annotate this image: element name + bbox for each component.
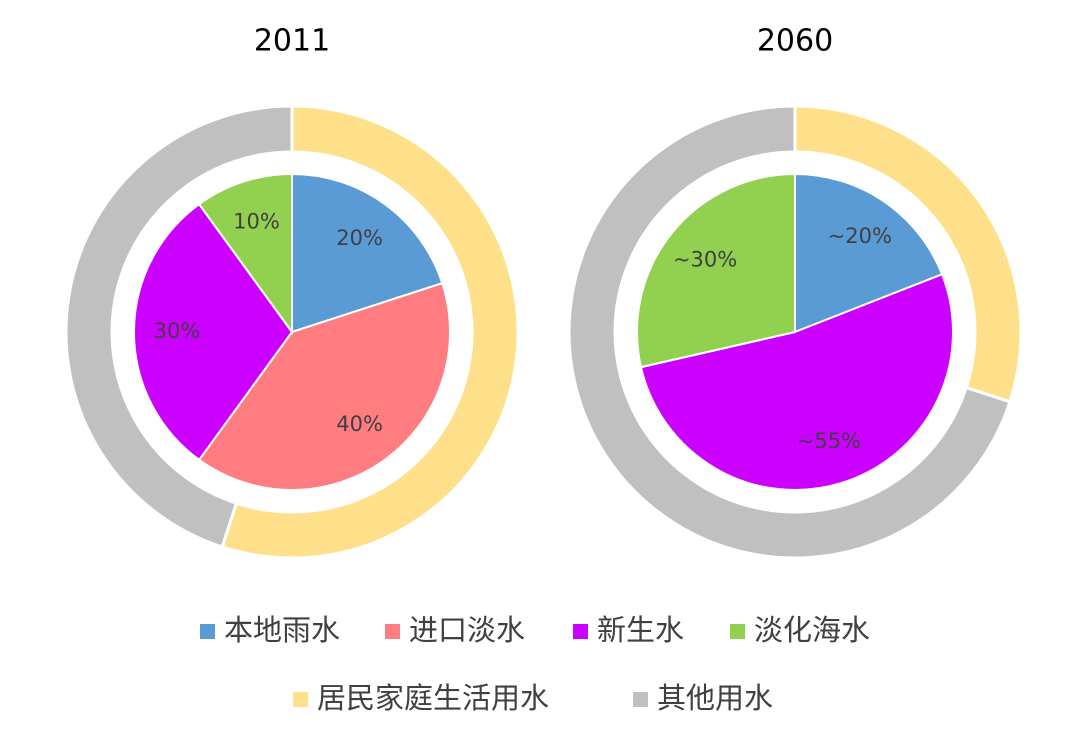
legend-label: 新生水 <box>597 613 684 647</box>
outer-segment <box>64 104 294 549</box>
outer-segment <box>567 104 1012 560</box>
legend-label: 居民家庭生活用水 <box>317 681 549 715</box>
value-label: 20% <box>336 226 383 250</box>
value-label: ~20% <box>828 224 892 248</box>
legend-swatch <box>730 624 745 639</box>
pie-slice <box>639 272 954 491</box>
chart-title: 2011 <box>254 24 330 59</box>
value-label: 30% <box>154 319 201 343</box>
outer-segment <box>220 104 520 560</box>
pie-slice <box>197 172 293 336</box>
legend-label: 进口淡水 <box>409 613 525 647</box>
pie-slice <box>133 202 294 462</box>
legend-swatch <box>385 624 400 639</box>
value-label: 10% <box>233 210 280 234</box>
legend-label: 其他用水 <box>657 681 773 715</box>
legend-swatch <box>293 692 308 707</box>
pie-slice <box>636 172 796 369</box>
chart-title: 2060 <box>757 24 833 59</box>
legend-swatch <box>573 624 588 639</box>
legend-swatch <box>633 692 648 707</box>
legend-label: 淡化海水 <box>754 613 870 647</box>
pie-slice <box>291 172 444 334</box>
legend-label: 本地雨水 <box>224 613 340 647</box>
legend-swatch <box>200 624 215 639</box>
value-label: ~30% <box>673 247 737 271</box>
value-label: 40% <box>336 412 383 436</box>
pie-slice <box>197 281 451 491</box>
value-label: ~55% <box>797 429 861 453</box>
pie-slice <box>794 172 944 334</box>
